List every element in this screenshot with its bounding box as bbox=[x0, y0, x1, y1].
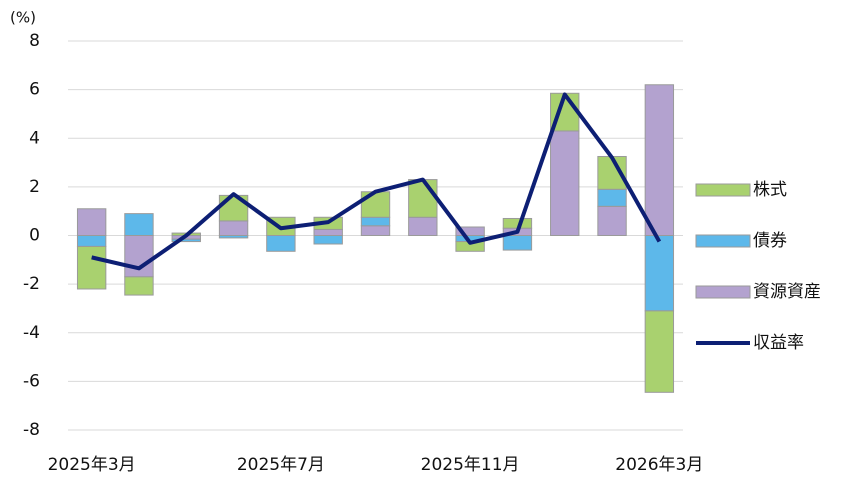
bar-segment bbox=[502, 235, 533, 251]
bar-segment bbox=[597, 188, 627, 207]
bar-segment bbox=[76, 245, 107, 290]
bar-segment bbox=[124, 213, 154, 236]
line bbox=[91, 92, 662, 271]
x-tick-label: 2025年3月 bbox=[48, 455, 136, 475]
y-tick-label: 0 bbox=[29, 226, 40, 246]
y-tick-label: 2 bbox=[29, 177, 40, 197]
y-tick-label: -8 bbox=[23, 420, 40, 440]
bar-segment bbox=[408, 179, 438, 218]
bar-segment bbox=[644, 235, 675, 312]
legend-swatch bbox=[695, 234, 751, 248]
bar-segment bbox=[408, 216, 438, 236]
legend-label: 株式 bbox=[753, 180, 787, 200]
x-tick-label: 2025年7月 bbox=[237, 455, 325, 475]
x-tick-label: 2025年11月 bbox=[421, 455, 520, 475]
y-tick-label: -6 bbox=[23, 371, 40, 391]
bar-segment bbox=[218, 235, 249, 239]
y-tick-label: -4 bbox=[23, 323, 40, 343]
bar-segment bbox=[76, 235, 107, 247]
legend-swatch bbox=[695, 183, 751, 197]
y-tick-label: -2 bbox=[23, 274, 40, 294]
y-axis-label: (%) bbox=[10, 9, 36, 27]
bar-segment bbox=[313, 235, 343, 245]
bar-segment bbox=[644, 310, 675, 393]
bar-segment bbox=[218, 220, 249, 237]
legend-label: 債券 bbox=[753, 231, 787, 251]
bar-segment bbox=[313, 228, 343, 236]
bar-segment bbox=[360, 225, 391, 236]
bar-segment bbox=[360, 191, 391, 218]
bar-segment bbox=[644, 84, 675, 236]
bar-segment bbox=[124, 276, 154, 296]
y-tick-label: 4 bbox=[29, 128, 40, 148]
legend-label: 収益率 bbox=[753, 333, 804, 353]
bar-segment bbox=[124, 235, 154, 278]
bar-segment bbox=[550, 130, 580, 236]
bar-segment bbox=[360, 216, 391, 227]
bar-segment bbox=[76, 208, 107, 237]
bar-segment bbox=[171, 238, 201, 243]
legend-swatch bbox=[695, 285, 751, 299]
bar-segment bbox=[266, 235, 296, 252]
y-tick-label: 6 bbox=[29, 80, 40, 100]
x-tick-label: 2026年3月 bbox=[615, 455, 703, 475]
bar-segment bbox=[597, 205, 627, 236]
legend-label: 資源資産 bbox=[753, 282, 821, 302]
y-tick-label: 8 bbox=[29, 31, 40, 51]
